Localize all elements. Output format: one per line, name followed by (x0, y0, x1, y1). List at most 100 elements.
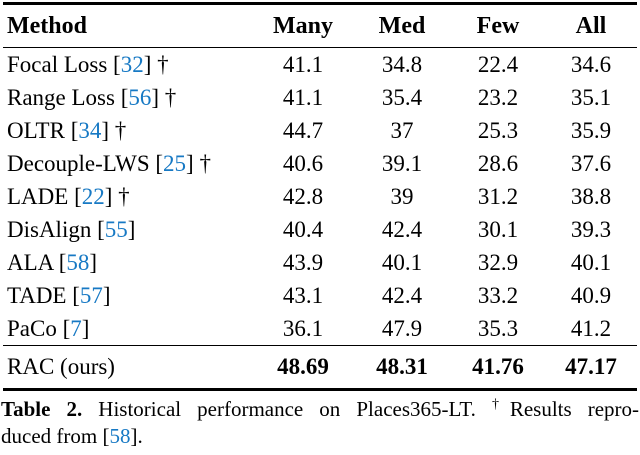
cell-all: 40.1 (570, 249, 612, 275)
table-row: Range Loss [56] † 41.1 35.4 23.2 35.1 (3, 81, 637, 114)
column-header-all: All (575, 12, 607, 39)
table-row: PaCo [7] 36.1 47.9 35.3 41.2 (3, 312, 637, 346)
header-row: Method Many Med Few All (3, 3, 637, 48)
method-cell: TADE [57] (3, 279, 253, 312)
column-header-med: Med (378, 12, 426, 39)
cell-many: 42.8 (282, 183, 324, 209)
results-table: Method Many Med Few All Focal Loss [32] … (3, 2, 637, 391)
method-name: Range Loss [ (7, 84, 129, 110)
cell-all: 38.8 (570, 183, 612, 209)
method-suffix: ] (81, 315, 90, 341)
method-cell: Decouple-LWS [25] † (3, 147, 253, 180)
cell-many: 43.9 (282, 249, 324, 275)
citation-link[interactable]: 32 (120, 51, 144, 77)
cell-few: 35.3 (477, 315, 519, 341)
method-cell: DisAlign [55] (3, 213, 253, 246)
method-cell: ALA [58] (3, 246, 253, 279)
method-cell: PaCo [7] (3, 312, 253, 346)
caption-label: Table 2. (1, 397, 83, 421)
method-name: PaCo [ (7, 315, 71, 341)
column-header-few: Few (476, 12, 520, 39)
cell-all: 37.6 (570, 150, 612, 176)
citation-link[interactable]: 58 (109, 424, 131, 448)
table-row: Focal Loss [32] † 41.1 34.8 22.4 34.6 (3, 48, 637, 82)
method-suffix: ] † (186, 150, 211, 176)
caption-text: Historical performance on Places365-LT. (82, 397, 492, 421)
cell-med: 48.31 (376, 354, 428, 379)
table-row: LADE [22] † 42.8 39 31.2 38.8 (3, 180, 637, 213)
method-suffix: ] † (143, 51, 169, 77)
cell-med: 47.9 (381, 315, 423, 341)
cell-med: 40.1 (381, 249, 423, 275)
cell-many: 41.1 (282, 84, 324, 110)
method-name: TADE [ (7, 282, 80, 308)
cell-many: 41.1 (282, 51, 324, 77)
cell-med: 42.4 (381, 216, 423, 242)
cell-many: 43.1 (282, 282, 324, 308)
cell-med: 42.4 (381, 282, 423, 308)
method-name: DisAlign [ (7, 216, 105, 242)
caption-line-1: Table 2. Historical performance on Place… (1, 396, 639, 423)
method-name: Decouple-LWS [ (7, 150, 164, 176)
table-row-rac-ours: RAC (ours) 48.69 48.31 41.76 47.17 (3, 345, 637, 390)
method-cell: LADE [22] † (3, 180, 253, 213)
cell-all: 47.17 (565, 354, 617, 379)
method-suffix: ] (89, 249, 98, 275)
caption-text-end: ]. (130, 424, 143, 448)
cell-few: 22.4 (477, 51, 519, 77)
cell-few: 23.2 (477, 84, 519, 110)
citation-link[interactable]: 22 (81, 183, 105, 209)
cell-few: 31.2 (477, 183, 519, 209)
citation-link[interactable]: 58 (66, 249, 90, 275)
cell-many: 48.69 (277, 354, 329, 379)
cell-many: 36.1 (282, 315, 324, 341)
cell-few: 33.2 (477, 282, 519, 308)
method-name: Focal Loss [ (7, 51, 121, 77)
table-row: OLTR [34] † 44.7 37 25.3 35.9 (3, 114, 637, 147)
method-cell: Range Loss [56] † (3, 81, 253, 114)
caption-text-2: duced from [ (1, 424, 110, 448)
table-caption: Table 2. Historical performance on Place… (1, 396, 639, 450)
cell-all: 34.6 (570, 51, 612, 77)
cell-med: 39.1 (381, 150, 423, 176)
method-suffix: ] † (104, 183, 130, 209)
citation-link[interactable]: 56 (128, 84, 152, 110)
cell-all: 40.9 (570, 282, 612, 308)
method-cell: RAC (ours) (3, 346, 253, 390)
cell-few: 28.6 (477, 150, 519, 176)
caption-line-2: duced from [58]. (1, 423, 639, 450)
method-cell: OLTR [34] † (3, 114, 253, 147)
method-suffix: ] † (151, 84, 177, 110)
citation-link[interactable]: 57 (79, 282, 103, 308)
method-suffix: ] (102, 282, 111, 308)
cell-med: 34.8 (381, 51, 423, 77)
cell-all: 35.1 (570, 84, 612, 110)
cell-all: 35.9 (570, 117, 612, 143)
cell-med: 39 (390, 183, 414, 209)
citation-link[interactable]: 7 (70, 315, 82, 341)
method-name: OLTR [ (7, 117, 79, 143)
column-header-method: Method (7, 12, 87, 39)
cell-many: 44.7 (282, 117, 324, 143)
cell-few: 32.9 (477, 249, 519, 275)
citation-link[interactable]: 25 (163, 150, 187, 176)
cell-few: 25.3 (477, 117, 519, 143)
method-cell: Focal Loss [32] † (3, 48, 253, 82)
cell-few: 41.76 (472, 354, 524, 379)
table-row: Decouple-LWS [25] † 40.6 39.1 28.6 37.6 (3, 147, 637, 180)
cell-many: 40.6 (282, 150, 324, 176)
cell-all: 39.3 (570, 216, 612, 242)
cell-few: 30.1 (477, 216, 519, 242)
table-row: DisAlign [55] 40.4 42.4 30.1 39.3 (3, 213, 637, 246)
citation-link[interactable]: 55 (104, 216, 128, 242)
column-header-many: Many (273, 12, 333, 39)
method-suffix: ] † (101, 117, 127, 143)
method-name: RAC (ours) (7, 354, 115, 379)
cell-many: 40.4 (282, 216, 324, 242)
cell-med: 37 (390, 117, 414, 143)
citation-link[interactable]: 34 (78, 117, 102, 143)
cell-med: 35.4 (381, 84, 423, 110)
cell-all: 41.2 (570, 315, 612, 341)
method-name: LADE [ (7, 183, 82, 209)
